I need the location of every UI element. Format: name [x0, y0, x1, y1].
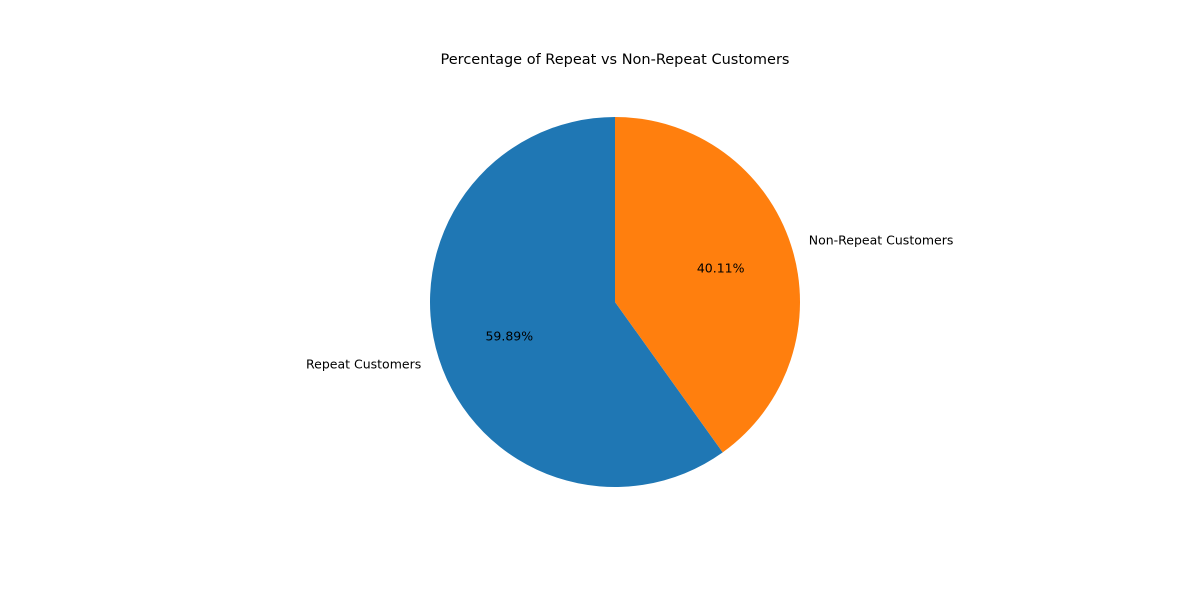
pie-slices: [429, 117, 800, 487]
chart-title: Percentage of Repeat vs Non-Repeat Custo…: [441, 52, 790, 68]
pie-labels: Repeat Customers 59.89% Non-Repeat Custome…: [306, 232, 953, 371]
slice-label-repeat-customers: Repeat Customers: [306, 357, 421, 372]
pie-slice-non-repeat-customers: [615, 117, 800, 453]
pct-label-repeat-customers: 59.89%: [485, 328, 533, 343]
pct-label-non-repeat-customers: 40.11%: [697, 261, 745, 276]
pie-slice-repeat-customers: [429, 117, 723, 487]
slice-label-non-repeat-customers: Non-Repeat Customers: [809, 232, 954, 247]
